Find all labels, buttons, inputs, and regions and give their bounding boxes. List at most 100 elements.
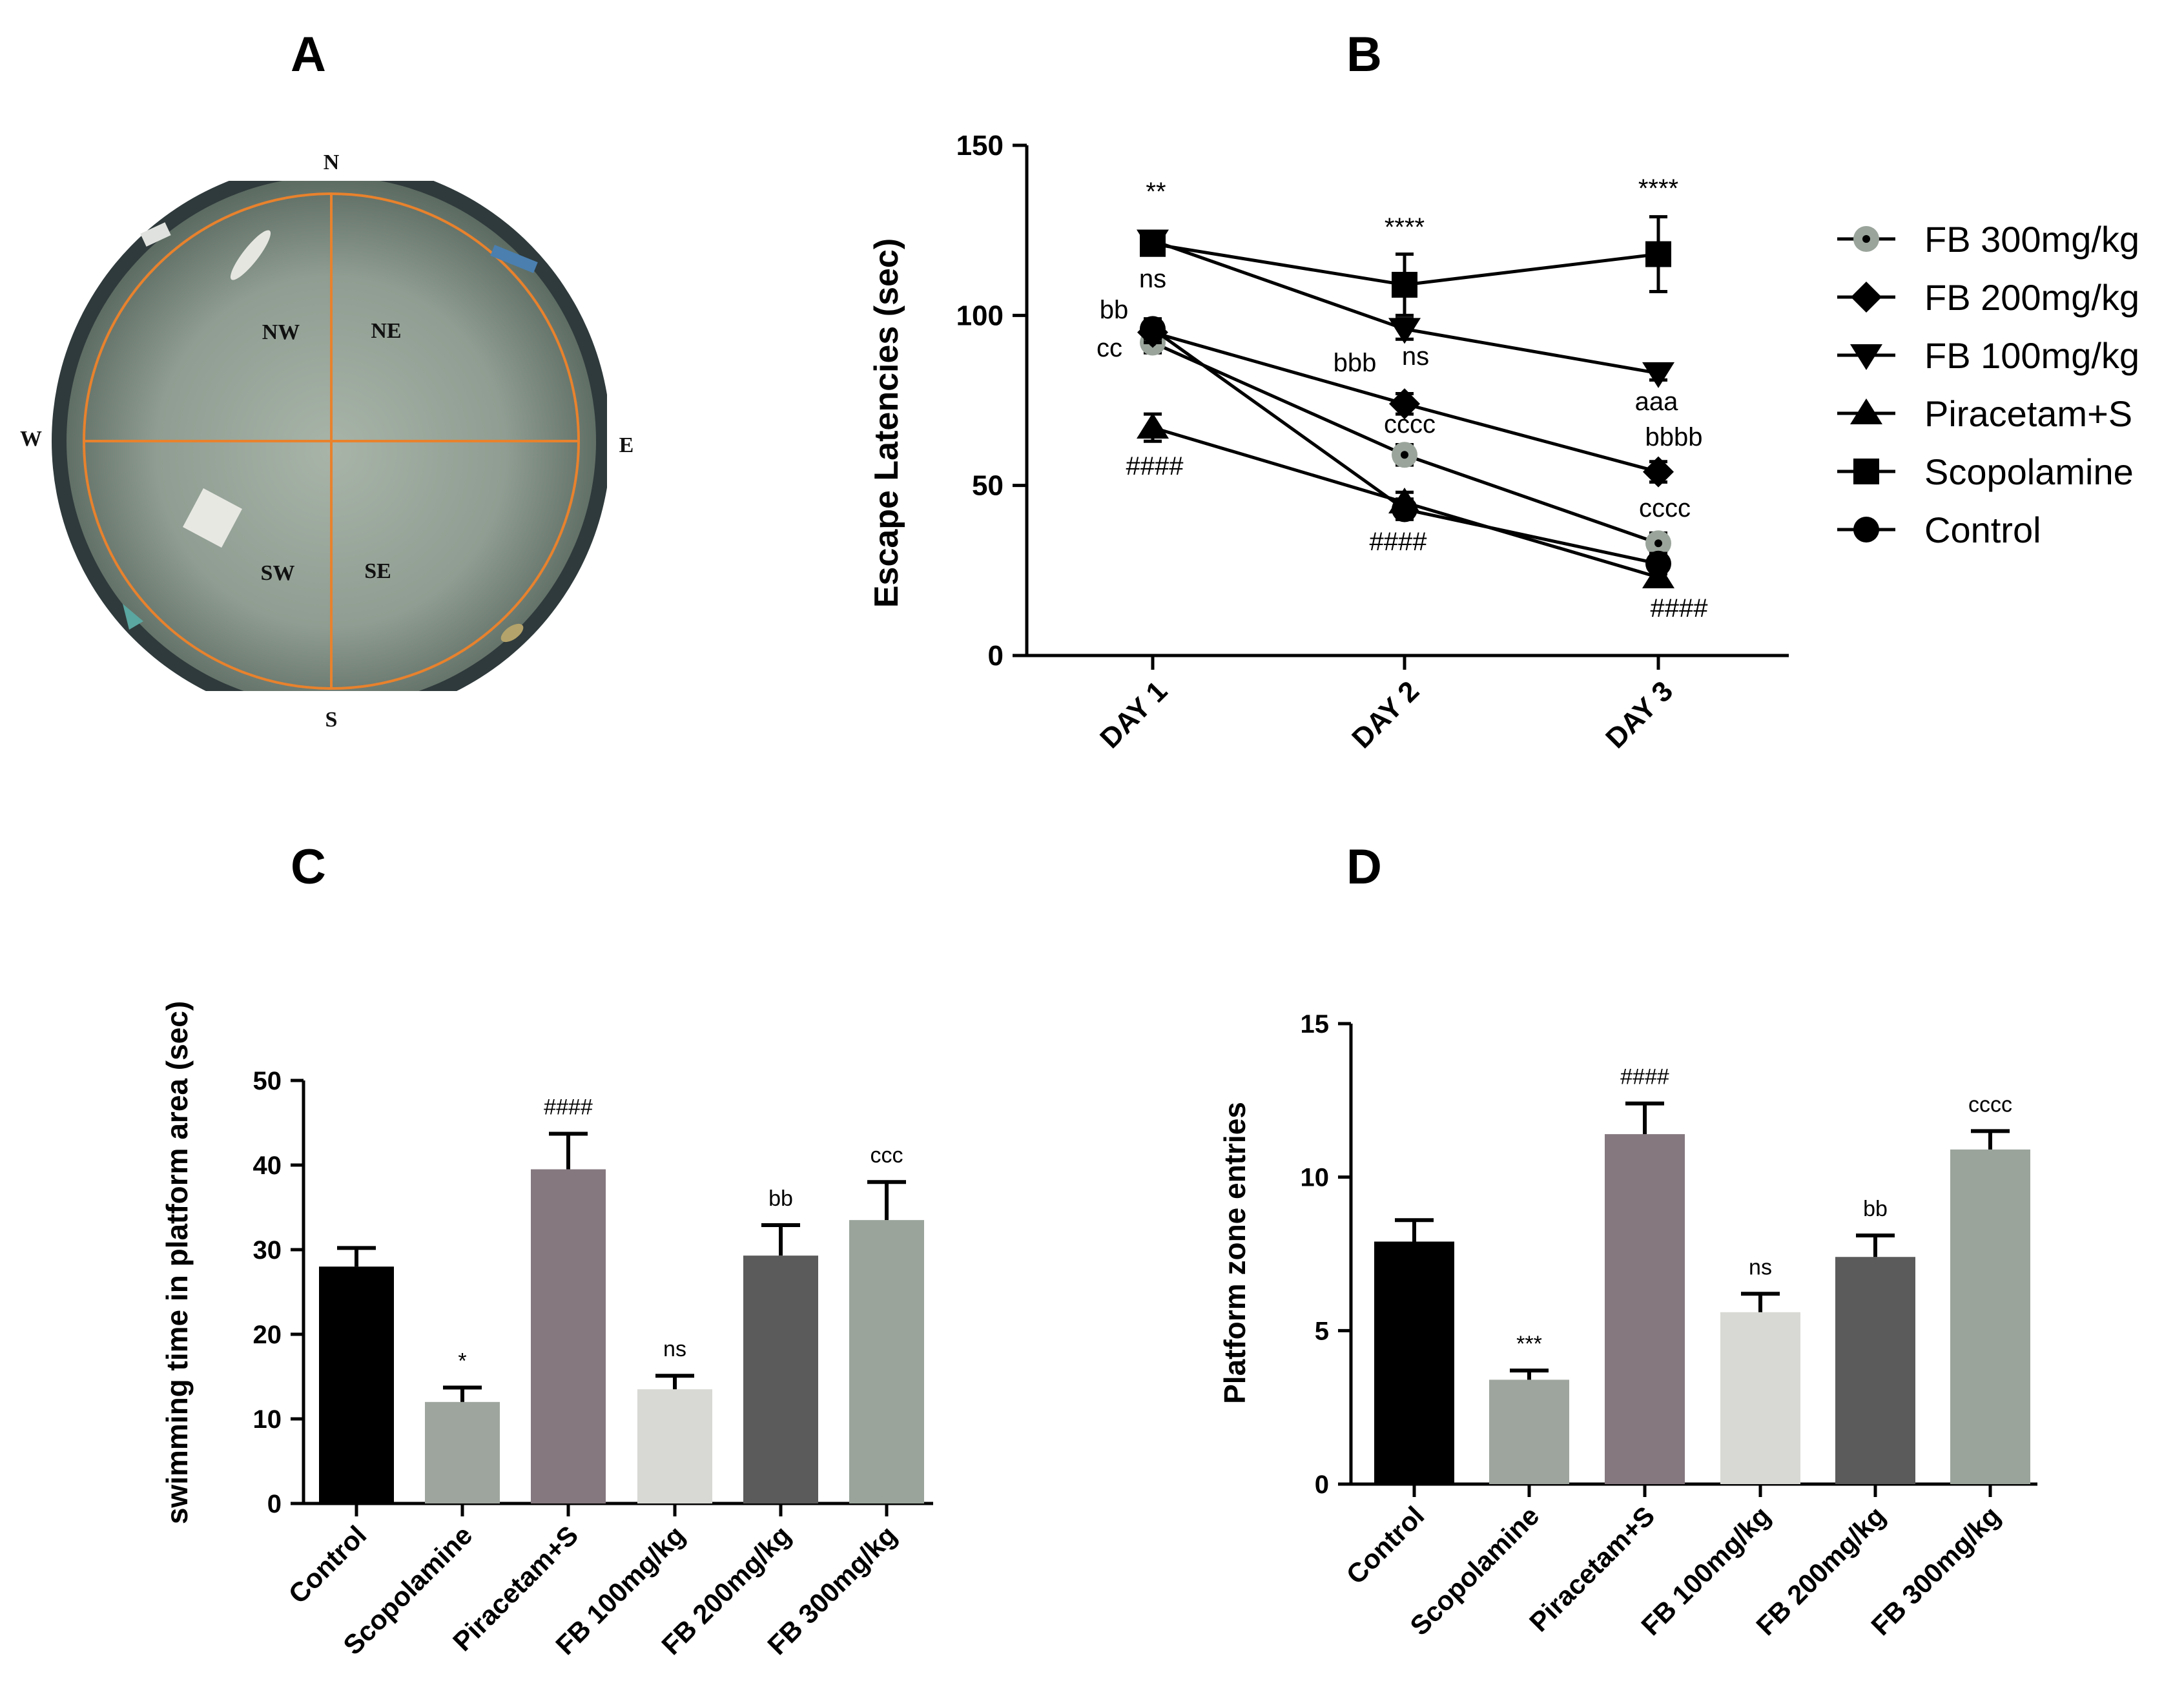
significance-label: ns	[1749, 1255, 1772, 1279]
bar-fb-200mg-kg: bb	[1835, 1197, 1915, 1484]
series-scopolamine	[1140, 215, 1671, 317]
annotation-day1-fb300: cc	[1097, 334, 1122, 362]
quadrant-label-nw: NW	[262, 320, 300, 344]
legend-entry-scopolamine: Scopolamine	[1837, 451, 2134, 492]
quadrant-label-se: SE	[364, 559, 391, 583]
bar-piracetam-s: ####	[1605, 1065, 1685, 1484]
data-point-day-2	[1392, 496, 1417, 522]
significance-label: ccc	[871, 1143, 903, 1168]
marker-shape	[1853, 459, 1879, 484]
marker-shape	[1851, 282, 1882, 313]
x-tick-label-day-1: DAY 1	[1094, 675, 1173, 754]
data-point-day-3	[1642, 362, 1674, 388]
legend-label: FB 300mg/kg	[1924, 219, 2139, 260]
marker-shape	[1140, 231, 1166, 257]
annotation-day1-fb100: ns	[1139, 265, 1166, 293]
visual-cue	[123, 604, 143, 630]
significance-label: bb	[1863, 1197, 1888, 1221]
legend-entry-control: Control	[1837, 510, 2041, 550]
significance-label: ####	[1620, 1065, 1669, 1090]
compass-west: W	[20, 427, 42, 451]
annotation-day2-piracetam: ####	[1370, 528, 1428, 556]
annotation-day1-scopolamine: **	[1146, 178, 1166, 206]
legend-entry-piracetam-s: Piracetam+S	[1837, 393, 2132, 434]
annotation-day3-fb100: aaa	[1635, 387, 1678, 416]
bar-rect	[743, 1255, 818, 1503]
bar-scopolamine: ***	[1489, 1332, 1569, 1484]
annotation-day2-fb300: cccc	[1384, 410, 1436, 439]
y-tick-label: 50	[253, 1067, 282, 1095]
data-point-day-3	[1645, 241, 1671, 267]
marker-shape	[1389, 388, 1420, 420]
y-tick-label: 40	[253, 1152, 282, 1180]
y-tick-label: 20	[253, 1321, 282, 1349]
y-axis-title: Escape Latencies (sec)	[868, 238, 905, 608]
annotation-day2-fb100: ns	[1402, 342, 1429, 371]
compass-south: S	[325, 708, 338, 732]
legend-marker	[1853, 459, 1879, 484]
legend-marker	[1853, 517, 1879, 542]
y-tick-label: 0	[1315, 1471, 1329, 1499]
legend-marker	[1850, 344, 1882, 370]
bar-rect	[425, 1401, 500, 1503]
marker-shape	[1645, 550, 1671, 577]
bar-fb-100mg-kg: ns	[1720, 1255, 1800, 1484]
panel-letter-b: B	[1346, 27, 1382, 82]
data-point-day-3	[1643, 456, 1674, 488]
y-tick-label: 30	[253, 1236, 282, 1265]
visual-cue	[490, 245, 538, 273]
bar-piracetam-s: ####	[531, 1095, 606, 1503]
bar-rect	[1720, 1312, 1800, 1484]
panel-letter-c: C	[291, 840, 326, 894]
y-tick-label: 0	[988, 640, 1004, 672]
legend-entry-fb-100mg-kg: FB 100mg/kg	[1837, 335, 2139, 376]
data-point-day-1	[1140, 231, 1166, 257]
marker-dot	[1654, 539, 1662, 548]
legend-label: FB 100mg/kg	[1924, 335, 2139, 376]
quadrant-label-sw: SW	[261, 561, 295, 585]
annotation-day3-piracetam: ####	[1651, 594, 1709, 623]
data-point-day-3	[1645, 550, 1671, 577]
bar-scopolamine: *	[425, 1349, 500, 1503]
annotation-day3-scopolamine: ****	[1638, 174, 1678, 203]
bar-rect	[849, 1220, 924, 1503]
significance-label: bb	[768, 1186, 793, 1211]
marker-shape	[1643, 456, 1674, 488]
bar-rect	[1374, 1241, 1454, 1484]
legend-marker	[1853, 226, 1879, 252]
x-tick-label-control: Control	[283, 1520, 373, 1609]
significance-label: *	[458, 1349, 466, 1374]
y-axis-title: swimming time in platform area (sec)	[160, 1001, 194, 1524]
data-point-day-1	[1140, 316, 1166, 342]
bar-rect	[1605, 1134, 1685, 1484]
marker-shape	[1850, 398, 1882, 424]
annotation-day1-fb200: bb	[1100, 296, 1129, 324]
series-control	[1140, 316, 1671, 577]
bar-fb-200mg-kg: bb	[743, 1186, 818, 1503]
quadrant-label-ne: NE	[371, 319, 401, 343]
chart-swimming-time: swimming time in platform area (sec) 0 10…	[160, 1001, 933, 1660]
bar-control	[1374, 1218, 1454, 1484]
bar-fb-300mg-kg: cccc	[1950, 1092, 2030, 1484]
chart-platform-entries: Platform zone entries 051015ControlScopo…	[1218, 1010, 2037, 1641]
marker-dot	[1401, 451, 1408, 459]
marker-shape	[1140, 316, 1166, 342]
marker-shape	[1392, 271, 1417, 298]
y-axis-title: Platform zone entries	[1218, 1102, 1252, 1404]
legend-label: FB 200mg/kg	[1924, 277, 2139, 318]
x-tick-label-day-3: DAY 3	[1600, 675, 1679, 754]
legend-label: Piracetam+S	[1924, 393, 2132, 434]
marker-dot	[1862, 235, 1870, 243]
marker-shape	[1853, 517, 1879, 542]
visual-cue	[140, 222, 171, 247]
bar-control	[319, 1246, 394, 1503]
bar-rect	[1489, 1379, 1569, 1484]
legend-marker	[1850, 398, 1882, 424]
legend: FB 300mg/kg FB 200mg/kg FB 100mg/kg Piracet…	[1837, 219, 2139, 550]
legend-marker	[1851, 282, 1882, 313]
compass-east: E	[619, 433, 634, 457]
water-maze-photo: N S E W NW NE SW SE	[20, 150, 634, 732]
significance-label: ns	[663, 1337, 686, 1361]
bar-rect	[531, 1169, 606, 1503]
bar-fb-100mg-kg: ns	[637, 1337, 712, 1503]
